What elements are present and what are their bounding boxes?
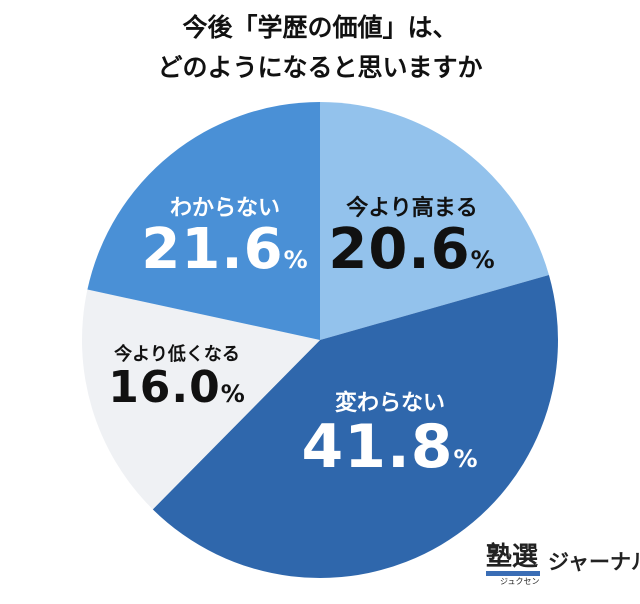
logo-kana: ジュクセン [500,577,540,586]
slice-value-number: 16.0 [108,362,221,413]
chart-title-line-2: どのようになると思いますか [157,53,483,82]
slice-value: 16.0% [108,366,246,410]
slice-label: わからない 21.6% [141,190,308,278]
slice-label: 今より低くなる 16.0% [108,340,246,410]
slice-value-number: 21.6 [141,217,284,282]
logo-text: ジャーナル [548,550,640,574]
slice-value-number: 20.6 [328,217,471,282]
slice-value: 41.8% [301,417,478,477]
slice-label: 今より高まる 20.6% [328,190,495,278]
slice-value-unit: % [283,246,309,274]
pie-slice [320,102,549,340]
slice-value-number: 41.8 [301,412,454,482]
slice-value-unit: % [220,380,246,408]
pie-slice [87,102,320,340]
pie-slice [152,275,559,578]
logo-pencil-bar [486,571,540,576]
slice-category: 今より高まる [346,196,478,221]
logo-kanji: 塾選 [486,542,539,572]
logo: 塾選 ジュクセン ジャーナル [486,536,640,587]
slice-category: わからない [169,196,280,221]
chart-title-line-1: 今後「学歴の価値」は、 [182,13,458,42]
pie-slice [81,289,320,510]
slice-value: 21.6% [141,222,308,278]
slice-value-unit: % [453,445,479,473]
slice-category: 今より低くなる [114,344,240,365]
slice-category: 変わらない [334,391,445,416]
slice-value: 20.6% [328,222,495,278]
slice-label: 変わらない 41.8% [301,385,478,477]
slice-value-unit: % [470,246,496,274]
